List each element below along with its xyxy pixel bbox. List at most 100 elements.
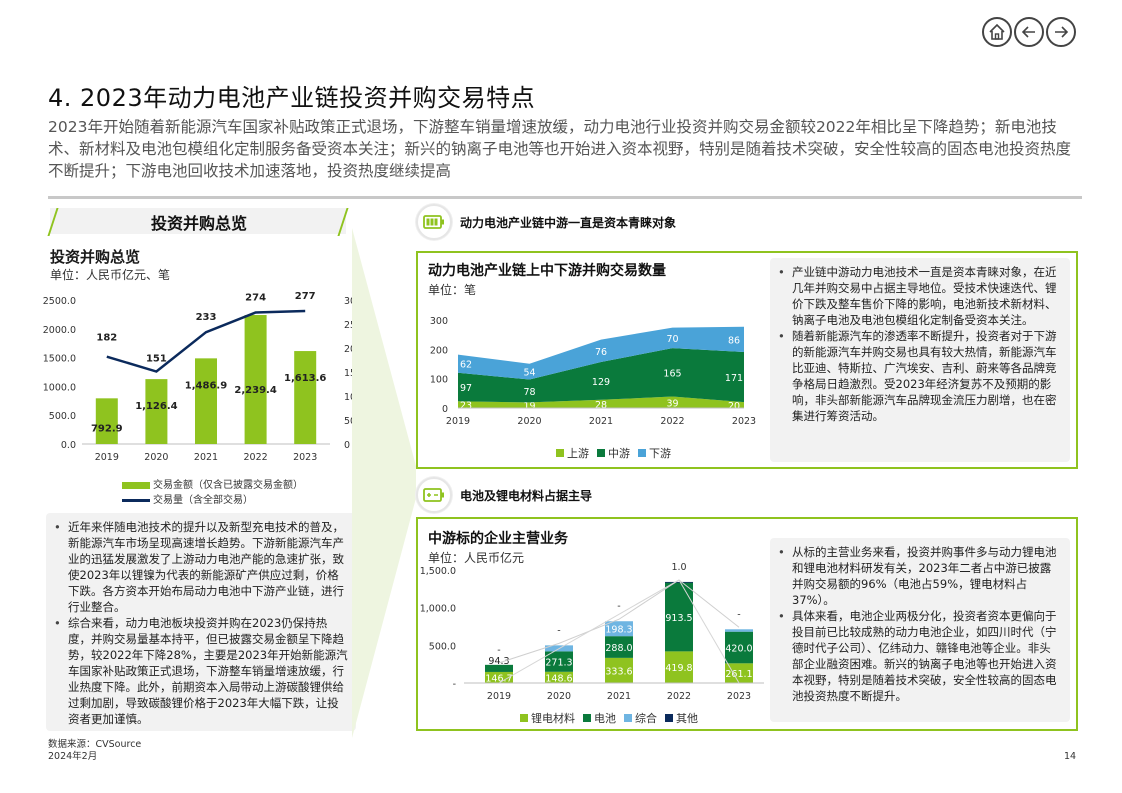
bar-value-label: 261.1 bbox=[725, 669, 752, 680]
area-value-label: 129 bbox=[592, 377, 610, 388]
area-value-label: 20 bbox=[728, 401, 740, 412]
amount-label: 2,239.4 bbox=[234, 385, 276, 396]
legend-label: 中游 bbox=[608, 447, 630, 460]
note-item: 近年来伴随电池技术的提升以及新型充电技术的普及，新能源汽车市场呈现高速增长趋势。… bbox=[52, 519, 348, 615]
panel2-chart-unit: 单位：人民币亿元 bbox=[428, 551, 525, 565]
legend-item-midstream: 中游 bbox=[597, 445, 630, 461]
bar-value-label: 148.6 bbox=[545, 673, 572, 684]
left-axis-tick: 500.0 bbox=[49, 411, 76, 422]
x-tick-label: 2022 bbox=[667, 691, 691, 702]
bar-value-label: 420.0 bbox=[725, 644, 752, 655]
bar-segment-电池 bbox=[545, 651, 573, 672]
bar-total-label: - bbox=[617, 601, 620, 612]
x-tick-label: 2020 bbox=[144, 452, 168, 463]
left-section-banner: 投资并购总览 bbox=[46, 208, 352, 236]
x-tick-label: 2022 bbox=[244, 452, 268, 463]
legend-swatch bbox=[122, 499, 150, 502]
area-value-label: 23 bbox=[460, 401, 472, 412]
page-subtitle: 2023年开始随着新能源汽车国家补贴政策正式退场，下游整车销量增速放缓，动力电池… bbox=[48, 118, 1072, 180]
bar-segment-电池 bbox=[605, 636, 633, 658]
battery-charge-icon bbox=[416, 477, 452, 513]
area-value-label: 19 bbox=[523, 401, 535, 412]
guide-line bbox=[678, 579, 740, 684]
bar-value-label: 198.3 bbox=[605, 625, 632, 636]
bar-value-label: 146.7 bbox=[485, 673, 512, 684]
x-tick-label: 2022 bbox=[660, 416, 684, 427]
area-value-label: 78 bbox=[523, 387, 535, 398]
amount-bar bbox=[294, 351, 317, 444]
deal-count-area-chart: 0 100 200 300 23 19 28 39 20 97 78 129 165 171 62 54 76 7… bbox=[430, 316, 756, 427]
legend-item-other: 其他 bbox=[665, 710, 698, 726]
y-axis-tick: 200 bbox=[430, 345, 448, 356]
legend-label: 锂电材料 bbox=[531, 712, 575, 725]
note-item: 随着新能源汽车的渗透率不断提升，投资者对于下游的新能源汽车并购交易也具有较大热情… bbox=[776, 328, 1062, 424]
bar-segment-电池 bbox=[725, 631, 753, 664]
bar-total-label: - bbox=[497, 645, 500, 656]
note-item: 产业链中游动力电池技术一直是资本青睐对象，在近几年并购交易中占据主导地位。受技术… bbox=[776, 264, 1062, 328]
left-notes: 近年来伴随电池技术的提升以及新型充电技术的普及，新能源汽车市场呈现高速增长趋势。… bbox=[46, 513, 356, 731]
source-note: 数据来源：CVSource bbox=[48, 739, 142, 750]
legend-label: 交易量（含全部交易） bbox=[153, 495, 253, 506]
bar-value-label: 271.3 bbox=[545, 658, 572, 669]
legend-label: 交易金额（仅含已披露交易金额） bbox=[153, 480, 303, 491]
amount-label: 792.9 bbox=[91, 423, 123, 434]
y-axis-tick: 1,500.0 bbox=[420, 566, 456, 577]
connector-shape bbox=[352, 228, 416, 738]
legend-item-upstream: 上游 bbox=[556, 445, 589, 461]
left-axis-tick: 1500.0 bbox=[43, 354, 76, 365]
area-value-label: 76 bbox=[595, 347, 607, 358]
area-value-label: 171 bbox=[725, 373, 743, 384]
left-axis-tick: 0.0 bbox=[61, 440, 76, 451]
bar-segment-综合 bbox=[725, 629, 753, 632]
bar-value-label: 94.3 bbox=[488, 656, 509, 667]
left-legend: 交易金额（仅含已披露交易金额） 交易量（含全部交易） bbox=[122, 478, 303, 508]
panel1-legend: 上游 中游 下游 bbox=[556, 445, 679, 461]
legend-label: 电池 bbox=[594, 712, 616, 725]
legend-item-composite: 综合 bbox=[624, 710, 657, 726]
left-axis-tick: 2000.0 bbox=[43, 325, 76, 336]
arrow-right-icon[interactable] bbox=[1046, 17, 1076, 47]
bar-segment-锂电材料 bbox=[725, 663, 753, 683]
bar-total-label: - bbox=[557, 625, 560, 636]
area-下游 bbox=[458, 326, 744, 380]
area-上游 bbox=[458, 396, 744, 408]
y-axis-tick: 1,000.0 bbox=[420, 604, 456, 615]
deal-count-label: 277 bbox=[295, 291, 316, 302]
deal-count-label: 274 bbox=[245, 292, 266, 303]
area-value-label: 165 bbox=[663, 368, 681, 379]
panel1-notes: 产业链中游动力电池技术一直是资本青睐对象，在近几年并购交易中占据主导地位。受技术… bbox=[770, 258, 1070, 462]
bar-value-label: 8.2 bbox=[671, 573, 686, 584]
amount-bar bbox=[195, 358, 217, 444]
legend-label: 上游 bbox=[567, 447, 589, 460]
x-tick-label: 2019 bbox=[446, 416, 470, 427]
home-icon[interactable] bbox=[982, 17, 1012, 47]
y-axis-tick: 100 bbox=[430, 375, 448, 386]
panel1-banner-label: 动力电池产业链中游一直是资本青睐对象 bbox=[460, 215, 677, 230]
area-value-label: 70 bbox=[666, 334, 678, 345]
amount-label: 1,486.9 bbox=[185, 380, 227, 391]
bar-segment-综合 bbox=[605, 621, 633, 637]
note-item: 综合来看，动力电池板块投资并购在2023仍保持热度，并购交易量基本持平，但已披露… bbox=[52, 615, 348, 727]
bar-segment-电池 bbox=[485, 664, 513, 672]
legend-item-battery: 电池 bbox=[583, 710, 616, 726]
amount-label: 1,613.6 bbox=[284, 373, 326, 384]
left-chart-unit: 单位：人民币亿元、笔 bbox=[50, 268, 171, 282]
note-item: 具体来看，电池企业两极分化，投资者资本更偏向于投目前已比较成熟的动力电池企业，如… bbox=[776, 608, 1062, 704]
y-axis-tick: 300 bbox=[430, 316, 448, 327]
left-banner-label: 投资并购总览 bbox=[150, 214, 247, 233]
panel2-banner: 电池及锂电材料占据主导 bbox=[416, 477, 593, 513]
area-value-label: 39 bbox=[666, 398, 678, 409]
arrow-left-icon[interactable] bbox=[1014, 17, 1044, 47]
area-value-label: 28 bbox=[595, 400, 607, 411]
bar-segment-锂电材料 bbox=[485, 671, 513, 683]
panel1-banner: 动力电池产业链中游一直是资本青睐对象 bbox=[416, 204, 677, 240]
legend-label: 下游 bbox=[649, 447, 671, 460]
panel2-banner-label: 电池及锂电材料占据主导 bbox=[460, 488, 593, 503]
bar-total-label: - bbox=[737, 609, 740, 620]
legend-label: 综合 bbox=[635, 712, 657, 725]
amount-bar bbox=[95, 398, 118, 444]
area-value-label: 54 bbox=[523, 368, 535, 379]
legend-label: 其他 bbox=[676, 712, 698, 725]
panel1-chart-title: 动力电池产业链上中下游并购交易数量 bbox=[428, 263, 666, 279]
x-tick-label: 2020 bbox=[517, 416, 541, 427]
